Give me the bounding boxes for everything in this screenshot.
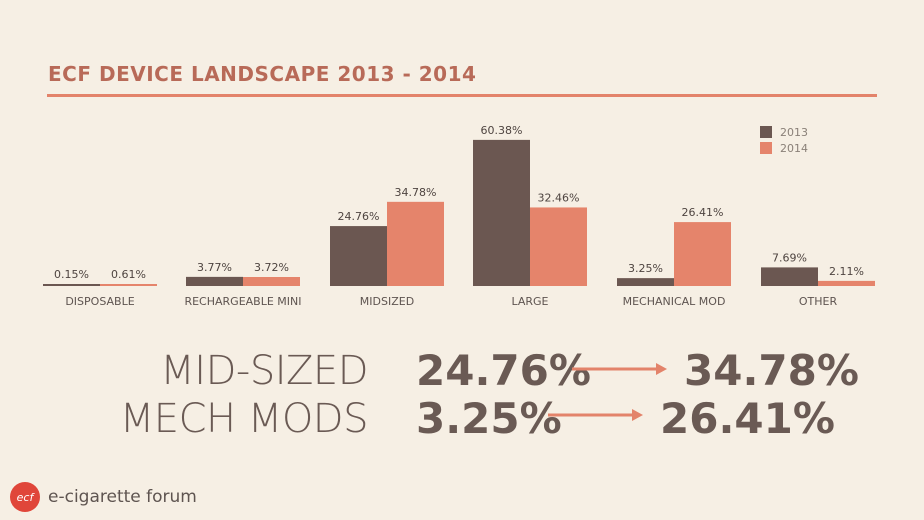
ecf-logo[interactable]: ecf e-cigarette forum [10,482,197,512]
data-label-large-2013: 60.38% [481,124,523,137]
highlight-label-mechmods: MECH MODS [119,396,369,442]
bar-other-2014 [818,280,875,286]
bar-large-2014 [530,207,587,286]
bar-other-2013 [761,267,818,286]
arrow-right-icon [572,363,667,375]
chart-legend: 2013 2014 [760,124,808,156]
legend-label-2013: 2013 [780,125,808,139]
bar-mechanical-mod-2013 [617,278,674,286]
data-label-other-2013: 7.69% [772,251,807,264]
category-label-large: LARGE [511,295,548,308]
legend-swatch-2013 [760,126,772,138]
title-underline [47,94,877,97]
arrow-right-icon [548,409,643,421]
data-label-other-2014: 2.11% [829,265,864,278]
category-label-midsized: MIDSIZED [360,295,414,308]
highlight-label-midsized: MID-SIZED [160,348,368,394]
highlight-to-midsized: 34.78% [684,346,859,395]
bar-midsized-2014 [387,201,444,286]
chart-title: ECF DEVICE LANDSCAPE 2013 - 2014 [48,62,477,86]
bar-disposable-2014 [100,284,157,286]
data-label-midsized-2014: 34.78% [395,186,437,199]
legend-label-2014: 2014 [780,141,808,155]
bar-chart: 0.15% 0.61% DISPOSABLE 3.77% 3.72% RECHARGEAB… [43,124,875,308]
highlight-from-mechmods: 3.25% [416,394,562,443]
data-label-large-2014: 32.46% [538,191,580,204]
category-label-disposable: DISPOSABLE [65,295,134,308]
highlight-from-midsized: 24.76% [416,346,591,395]
ecf-logo-text: e-cigarette forum [48,487,197,507]
bar-rechargeable-mini-2013 [186,276,243,286]
data-label-rechargeable-mini-2014: 3.72% [254,261,289,274]
data-label-mechanical-mod-2014: 26.41% [682,206,724,219]
bar-mechanical-mod-2014 [674,222,731,286]
legend-swatch-2014 [760,142,772,154]
highlight-to-mechmods: 26.41% [660,394,835,443]
data-label-disposable-2013: 0.15% [54,268,89,281]
category-label-other: OTHER [799,295,838,308]
bar-midsized-2013 [330,226,387,286]
legend-item-2013: 2013 [760,124,808,140]
category-label-rechargeable-mini: RECHARGEABLE MINI [184,295,301,308]
ecf-logo-badge: ecf [10,482,40,512]
legend-item-2014: 2014 [760,140,808,156]
data-label-disposable-2014: 0.61% [111,268,146,281]
data-label-mechanical-mod-2013: 3.25% [628,262,663,275]
data-label-midsized-2013: 24.76% [338,210,380,223]
bar-rechargeable-mini-2014 [243,276,300,286]
bar-disposable-2013 [43,284,100,286]
bar-large-2013 [473,139,530,286]
category-label-mechanical-mod: MECHANICAL MOD [623,295,726,308]
data-label-rechargeable-mini-2013: 3.77% [197,261,232,274]
